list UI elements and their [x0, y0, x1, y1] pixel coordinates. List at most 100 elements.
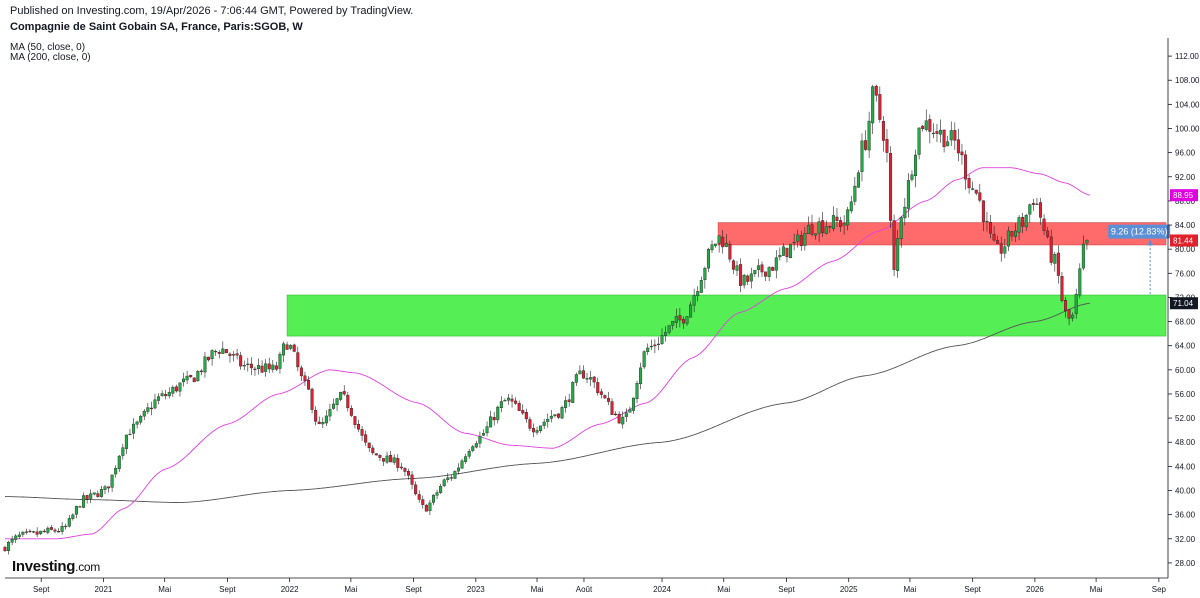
candle-body	[506, 397, 510, 401]
y-tick-label: 40.00	[1175, 487, 1196, 496]
candle-body	[207, 356, 211, 361]
candle-body	[656, 343, 660, 346]
green-zone	[286, 294, 1167, 337]
candle-body	[1017, 217, 1021, 233]
y-tick-label: 56.00	[1175, 390, 1196, 399]
candle-body	[592, 376, 596, 383]
y-tick-label: 52.00	[1175, 414, 1196, 423]
candle-body	[835, 216, 839, 221]
candle-body	[314, 409, 318, 422]
candle-body	[374, 453, 378, 456]
candle-body	[228, 353, 232, 357]
candle-body	[764, 271, 768, 277]
candle-body	[689, 304, 693, 318]
candle-body	[303, 375, 307, 381]
candle-body	[967, 178, 971, 189]
candle-body	[821, 220, 825, 233]
candle-body	[910, 174, 914, 180]
candle-body	[985, 220, 989, 223]
measure-arrow	[1147, 240, 1154, 246]
candle-body	[553, 414, 557, 417]
candle-body	[21, 531, 25, 535]
candle-body	[999, 243, 1003, 254]
candle-body	[728, 243, 732, 260]
candle-body	[839, 220, 843, 227]
candle-body	[1049, 236, 1053, 263]
candle-body	[567, 399, 571, 402]
candle-body	[896, 238, 900, 271]
candle-body	[232, 354, 236, 356]
candle-body	[453, 471, 457, 479]
candle-body	[1071, 314, 1075, 319]
candle-body	[767, 267, 771, 277]
candle-body	[978, 192, 982, 201]
candle-body	[285, 344, 289, 350]
candle-body	[721, 236, 725, 248]
candle-body	[674, 316, 678, 323]
candle-body	[810, 224, 814, 235]
candle-body	[96, 493, 100, 497]
candle-body	[435, 492, 439, 496]
candle-body	[78, 506, 82, 508]
candle-body	[556, 413, 560, 418]
candle-body	[831, 215, 835, 230]
candle-body	[1081, 243, 1085, 269]
candle-body	[135, 421, 139, 425]
ma50-line	[5, 167, 1091, 540]
candle-body	[271, 364, 275, 370]
candle-body	[846, 209, 850, 226]
price-label: 88.95	[1173, 191, 1194, 200]
candle-body	[753, 269, 757, 274]
price-label-box	[1170, 297, 1198, 310]
candle-body	[1046, 230, 1050, 237]
candle-body	[785, 247, 789, 258]
candle-body	[489, 416, 493, 428]
candle-body	[210, 350, 214, 359]
candle-body	[1024, 214, 1028, 228]
candle-body	[685, 316, 689, 324]
candle-body	[121, 447, 125, 456]
candle-body	[364, 434, 368, 443]
candle-body	[471, 446, 475, 451]
candle-body	[903, 206, 907, 219]
candle-body	[64, 525, 68, 528]
candle-body	[164, 394, 168, 397]
candle-body	[1067, 309, 1071, 319]
candle-body	[332, 403, 336, 409]
candle-body	[406, 471, 410, 476]
candle-body	[467, 451, 471, 457]
candle-body	[257, 365, 261, 370]
logo-brand: Investing	[12, 558, 76, 575]
candle-body	[346, 394, 350, 409]
candle-body	[667, 325, 671, 333]
y-tick-label: 32.00	[1175, 535, 1196, 544]
candle-body	[599, 391, 603, 395]
candle-body	[528, 419, 532, 429]
ma50-legend[interactable]: MA (50, close, 0)	[10, 42, 86, 53]
candle-body	[714, 243, 718, 246]
candle-body	[781, 246, 785, 256]
x-tick-label: Sept	[219, 585, 236, 594]
candle-body	[646, 347, 650, 353]
candle-body	[456, 467, 460, 472]
investing-logo: Investing.com	[12, 558, 100, 575]
candle-body	[71, 514, 75, 519]
candle-body	[103, 486, 107, 490]
candle-body	[1006, 230, 1010, 247]
measure-box	[1108, 224, 1171, 239]
candle-body	[296, 352, 300, 368]
candle-body	[921, 125, 925, 129]
ma200-legend[interactable]: MA (200, close, 0)	[10, 52, 91, 63]
candle-body	[867, 120, 871, 151]
candle-body	[481, 433, 485, 436]
candle-body	[624, 412, 628, 417]
candle-body	[17, 534, 21, 537]
candle-body	[581, 370, 585, 379]
candle-body	[99, 489, 103, 497]
candle-body	[224, 349, 228, 354]
candle-body	[10, 538, 14, 543]
candle-body	[974, 189, 978, 194]
candle-body	[1085, 239, 1089, 244]
candle-body	[503, 400, 507, 402]
